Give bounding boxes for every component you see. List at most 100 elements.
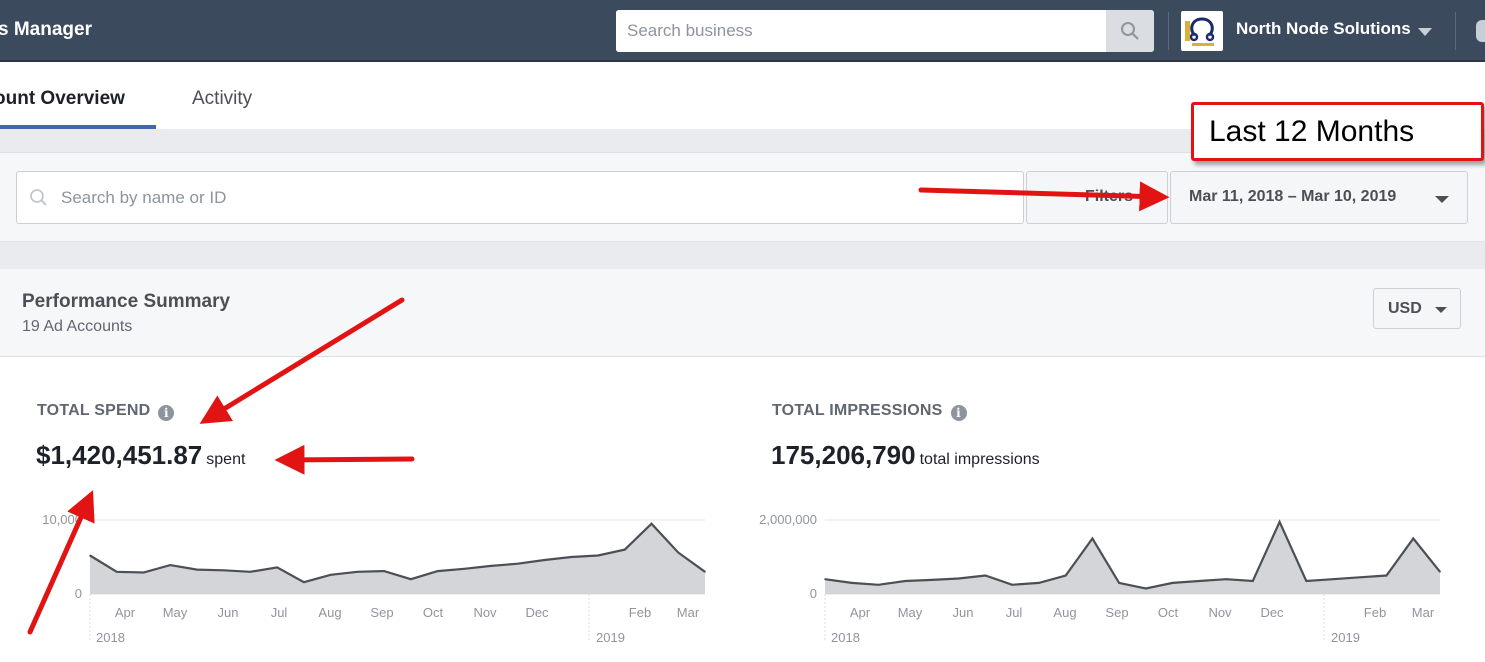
tab-activity[interactable]: Activity	[192, 88, 253, 109]
x-tick-label: Oct	[1158, 605, 1179, 620]
annotation-callout-text: Last 12 Months	[1209, 115, 1415, 148]
currency-selector[interactable]: USD	[1373, 288, 1461, 329]
chevron-down-icon	[1435, 196, 1449, 203]
chart-series-line	[824, 519, 1441, 590]
data-point	[1038, 582, 1040, 584]
x-tick-label: Oct	[423, 605, 444, 620]
data-point	[1171, 582, 1174, 584]
x-tick-label: Mar	[677, 605, 700, 620]
annotation-arrow	[199, 297, 405, 424]
search-icon	[30, 189, 47, 206]
data-point	[356, 571, 359, 573]
data-point	[276, 566, 279, 569]
x-tick-label: Dec	[525, 605, 549, 620]
data-point	[650, 522, 653, 525]
data-point	[1252, 580, 1254, 582]
data-point	[490, 565, 492, 567]
date-range-label: Mar 11, 2018 – Mar 10, 2019	[1189, 188, 1397, 205]
total-spend-amount: $1,420,451.87	[36, 440, 203, 470]
data-point	[570, 556, 573, 558]
total-impressions-value: 175,206,790 total impressions	[771, 440, 1040, 471]
divider	[1455, 12, 1456, 50]
chevron-down-icon	[1435, 307, 1447, 313]
data-point	[142, 571, 145, 574]
annotation-arrow	[27, 490, 95, 635]
info-icon[interactable]: i	[950, 405, 967, 421]
y-tick-label: 0	[810, 586, 817, 601]
data-point	[1439, 571, 1441, 573]
chevron-down-icon[interactable]	[1417, 27, 1433, 37]
section-separator	[0, 242, 1485, 269]
search-business-input[interactable]	[616, 10, 1106, 52]
data-point	[904, 580, 906, 582]
currency-label: USD	[1388, 300, 1422, 317]
data-point	[1225, 578, 1227, 580]
business-name[interactable]: North Node Solutions	[1236, 19, 1411, 38]
x-tick-label: Mar	[1412, 605, 1435, 620]
data-point	[1011, 584, 1013, 586]
x-tick-label: Aug	[1053, 605, 1076, 620]
search-by-name-input[interactable]	[61, 172, 1001, 223]
data-point	[1412, 537, 1415, 540]
chart-area-fill	[90, 523, 705, 594]
data-point	[169, 564, 171, 566]
data-point	[877, 584, 880, 586]
data-point	[383, 570, 385, 572]
data-point	[1332, 578, 1334, 580]
x-tick-label: May	[898, 605, 923, 620]
tab-account-overview[interactable]: ount Overview	[0, 88, 125, 109]
impressions-chart: 2,000,000 0 Apr May Jun Jul Aug Sep Oct Nov Dec Feb…	[759, 512, 1441, 645]
x-tick-label: Jul	[271, 605, 288, 620]
data-point	[196, 568, 198, 571]
year-label: 2019	[596, 630, 625, 645]
data-point	[931, 579, 933, 581]
performance-summary-header	[0, 269, 1485, 357]
search-icon	[1121, 22, 1139, 40]
total-spend-label: TOTAL SPEND i	[37, 402, 175, 421]
data-point	[1145, 587, 1147, 590]
data-point	[850, 582, 853, 584]
x-tick-label: Apr	[850, 605, 871, 620]
top-bar: s Manager North Node Solutions	[0, 0, 1485, 62]
x-tick-label: Nov	[473, 605, 497, 620]
search-business-button[interactable]	[1106, 10, 1154, 52]
data-point	[1359, 576, 1361, 579]
data-point	[89, 554, 91, 557]
data-point	[1064, 574, 1067, 577]
x-tick-label: Dec	[1260, 605, 1284, 620]
x-tick-label: Jun	[953, 605, 974, 620]
data-point	[624, 548, 626, 551]
data-point	[1198, 580, 1201, 582]
data-point	[303, 581, 305, 583]
year-label: 2018	[831, 630, 860, 645]
north-node-logo-icon	[1185, 17, 1215, 46]
data-point	[824, 578, 826, 580]
total-spend-unit: spent	[206, 451, 246, 468]
data-point	[677, 551, 680, 554]
data-point	[704, 571, 706, 573]
data-point	[517, 562, 519, 565]
business-logo[interactable]	[1181, 11, 1223, 51]
search-business-box	[616, 10, 1154, 52]
data-point	[249, 571, 252, 573]
active-tab-indicator	[0, 125, 156, 129]
info-icon[interactable]: i	[158, 405, 175, 421]
ad-accounts-count: 19 Ad Accounts	[22, 318, 133, 335]
x-tick-label: Jul	[1006, 605, 1023, 620]
date-range-picker[interactable]: Mar 11, 2018 – Mar 10, 2019	[1170, 171, 1468, 224]
x-tick-label: Aug	[318, 605, 341, 620]
chart-series-line	[89, 522, 706, 584]
data-point	[543, 559, 546, 561]
year-label: 2019	[1331, 630, 1360, 645]
data-point	[115, 571, 118, 573]
divider	[1168, 12, 1169, 50]
x-tick-label: May	[163, 605, 188, 620]
performance-summary-title: Performance Summary	[22, 291, 231, 312]
y-tick-label: 0	[75, 586, 82, 601]
account-icon[interactable]	[1476, 20, 1485, 42]
data-point	[1385, 574, 1388, 577]
x-tick-label: Jun	[218, 605, 239, 620]
total-spend-value: $1,420,451.87 spent	[36, 440, 245, 471]
year-label: 2018	[96, 630, 125, 645]
total-impressions-label: TOTAL IMPRESSIONS i	[772, 402, 967, 421]
